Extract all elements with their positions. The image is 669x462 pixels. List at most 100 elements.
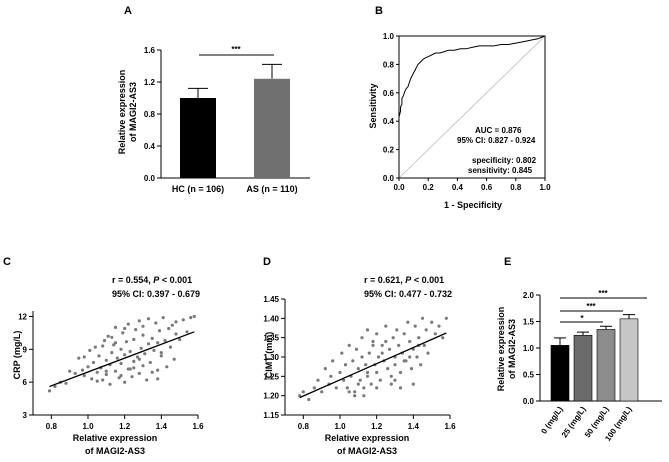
panel-e-ytick-label: 0.5	[523, 371, 535, 380]
panel-d-point	[406, 320, 410, 324]
panel-b-reference-line	[398, 35, 546, 179]
panel-d-stats-1: r = 0.621, P < 0.001	[364, 275, 444, 285]
panel-e-bar	[596, 329, 616, 402]
panel-c-point	[154, 321, 158, 325]
panel-d-ytick-label: 1.15	[263, 411, 279, 420]
panel-d-point	[384, 324, 388, 328]
panel-c-point	[102, 339, 107, 343]
panel-e-label: E	[504, 256, 511, 268]
panel-d-point	[408, 355, 412, 359]
panel-d-point	[338, 370, 342, 375]
panel-d-point	[413, 324, 417, 328]
panel-d-point	[417, 336, 421, 340]
panel-c-point	[73, 371, 77, 375]
panel-c-point	[77, 356, 81, 360]
panel-d-point	[391, 336, 395, 340]
panel-c-ytick-label: 12	[18, 312, 27, 321]
panel-d-point	[353, 394, 357, 398]
panel-d-xtick-label: 0.8	[298, 422, 310, 431]
panel-c-point	[192, 314, 196, 319]
panel-c-point	[95, 370, 99, 374]
panel-c-point	[185, 330, 189, 334]
panel-d-point	[334, 386, 338, 390]
panel-c-point	[117, 376, 121, 380]
panel-c-point	[161, 316, 165, 320]
panel-c-point	[123, 353, 127, 357]
panel-c-ylabel: CRP (mg/L)	[12, 331, 22, 380]
panel-d-xtick-label: 1.4	[408, 422, 420, 431]
panel-c-point	[159, 351, 163, 355]
panel-c-stats-1: r = 0.554, P < 0.001	[112, 275, 192, 285]
panel-e: E Relative expression of MAGI2-AS3 0.0 0.…	[496, 256, 662, 443]
panel-c-point	[119, 347, 123, 351]
panel-d-point	[398, 370, 403, 375]
panel-c-xtick-label: 1.0	[82, 422, 94, 431]
panel-d-point	[402, 359, 406, 363]
panel-c-point	[134, 328, 138, 332]
panel-c-point	[90, 377, 94, 381]
panel-c-point	[167, 326, 171, 331]
panel-d-point	[380, 351, 384, 355]
panel-c-point	[150, 370, 154, 374]
panel-c-point	[106, 334, 110, 338]
panel-c-point	[124, 340, 129, 344]
panel-c-point	[132, 337, 136, 342]
panel-c-point	[163, 339, 167, 343]
panel-d-point	[397, 343, 401, 347]
panel-a-ytick-label: 0.0	[144, 174, 156, 183]
panel-e-sig-2: ***	[586, 302, 596, 311]
panel-c-point	[113, 325, 118, 329]
panel-c-stats-2: 95% CI: 0.397 - 0.679	[112, 289, 200, 299]
panel-a-ytick-label: 1.6	[144, 46, 156, 55]
panel-c-point	[119, 374, 123, 378]
panel-a-bars	[180, 63, 290, 178]
panel-b-xtick-label: 0.6	[481, 183, 493, 192]
panel-d-label: D	[263, 256, 271, 268]
panel-b-ytick-label: 0.6	[383, 89, 395, 98]
panel-c-point	[137, 371, 141, 375]
panel-e-ylabel-1: Relative expression	[496, 307, 506, 392]
panel-d-point	[353, 390, 357, 394]
panel-d-point	[419, 363, 423, 367]
panel-d: D r = 0.621, P < 0.001 95% CI: 0.477 - 0…	[263, 256, 456, 456]
panel-c-point	[159, 354, 163, 358]
panel-d-point	[437, 324, 441, 328]
panel-a-ytick-label: 0.8	[144, 110, 156, 119]
panel-c-point	[93, 345, 97, 349]
panel-d-point	[375, 370, 379, 375]
panel-c-point	[104, 358, 108, 362]
panel-d-point	[378, 378, 382, 382]
panel-c-xtick-label: 1.6	[192, 422, 204, 431]
panel-c-xtick-label: 1.2	[119, 422, 131, 431]
panel-d-point	[444, 316, 448, 320]
panel-c-point	[141, 364, 145, 368]
panel-d-point	[331, 359, 335, 363]
panel-c-point	[172, 357, 176, 361]
panel-d-point	[424, 328, 428, 332]
panel-d-point	[422, 343, 426, 347]
panel-e-ytick-label: 1.0	[523, 344, 535, 353]
panel-c-point	[88, 348, 92, 352]
panel-d-point	[389, 382, 393, 386]
panel-d-point	[365, 374, 370, 378]
panel-d-point	[362, 386, 366, 390]
panel-d-point	[411, 382, 415, 386]
panel-a-bar	[180, 98, 216, 178]
panel-d-point	[384, 339, 388, 344]
panel-e-bar	[573, 334, 593, 402]
panel-d-point	[342, 378, 346, 382]
panel-c-point	[146, 317, 151, 321]
panel-c-point	[157, 329, 162, 333]
panel-b-auc: AUC = 0.876	[475, 126, 522, 135]
panel-d-point	[356, 367, 360, 371]
panel-d-plot: 0.8 1.0 1.2 1.4 1.6 1.15 1.20 1.25 1.30 1.35 1.40 1…	[263, 295, 456, 431]
panel-c-point	[174, 332, 178, 336]
panel-c-point	[104, 369, 108, 373]
panel-d-point	[393, 378, 397, 382]
panel-c-point	[80, 368, 85, 372]
panel-c-point	[174, 320, 178, 324]
panel-c-xtick-label: 0.8	[46, 422, 58, 431]
panel-a: A Relative expression of MAGI2-AS3 0.0 0.…	[117, 5, 310, 194]
panel-d-xlabel-2: of MAGI2-AS3	[337, 446, 397, 456]
panel-c-point	[101, 344, 105, 348]
